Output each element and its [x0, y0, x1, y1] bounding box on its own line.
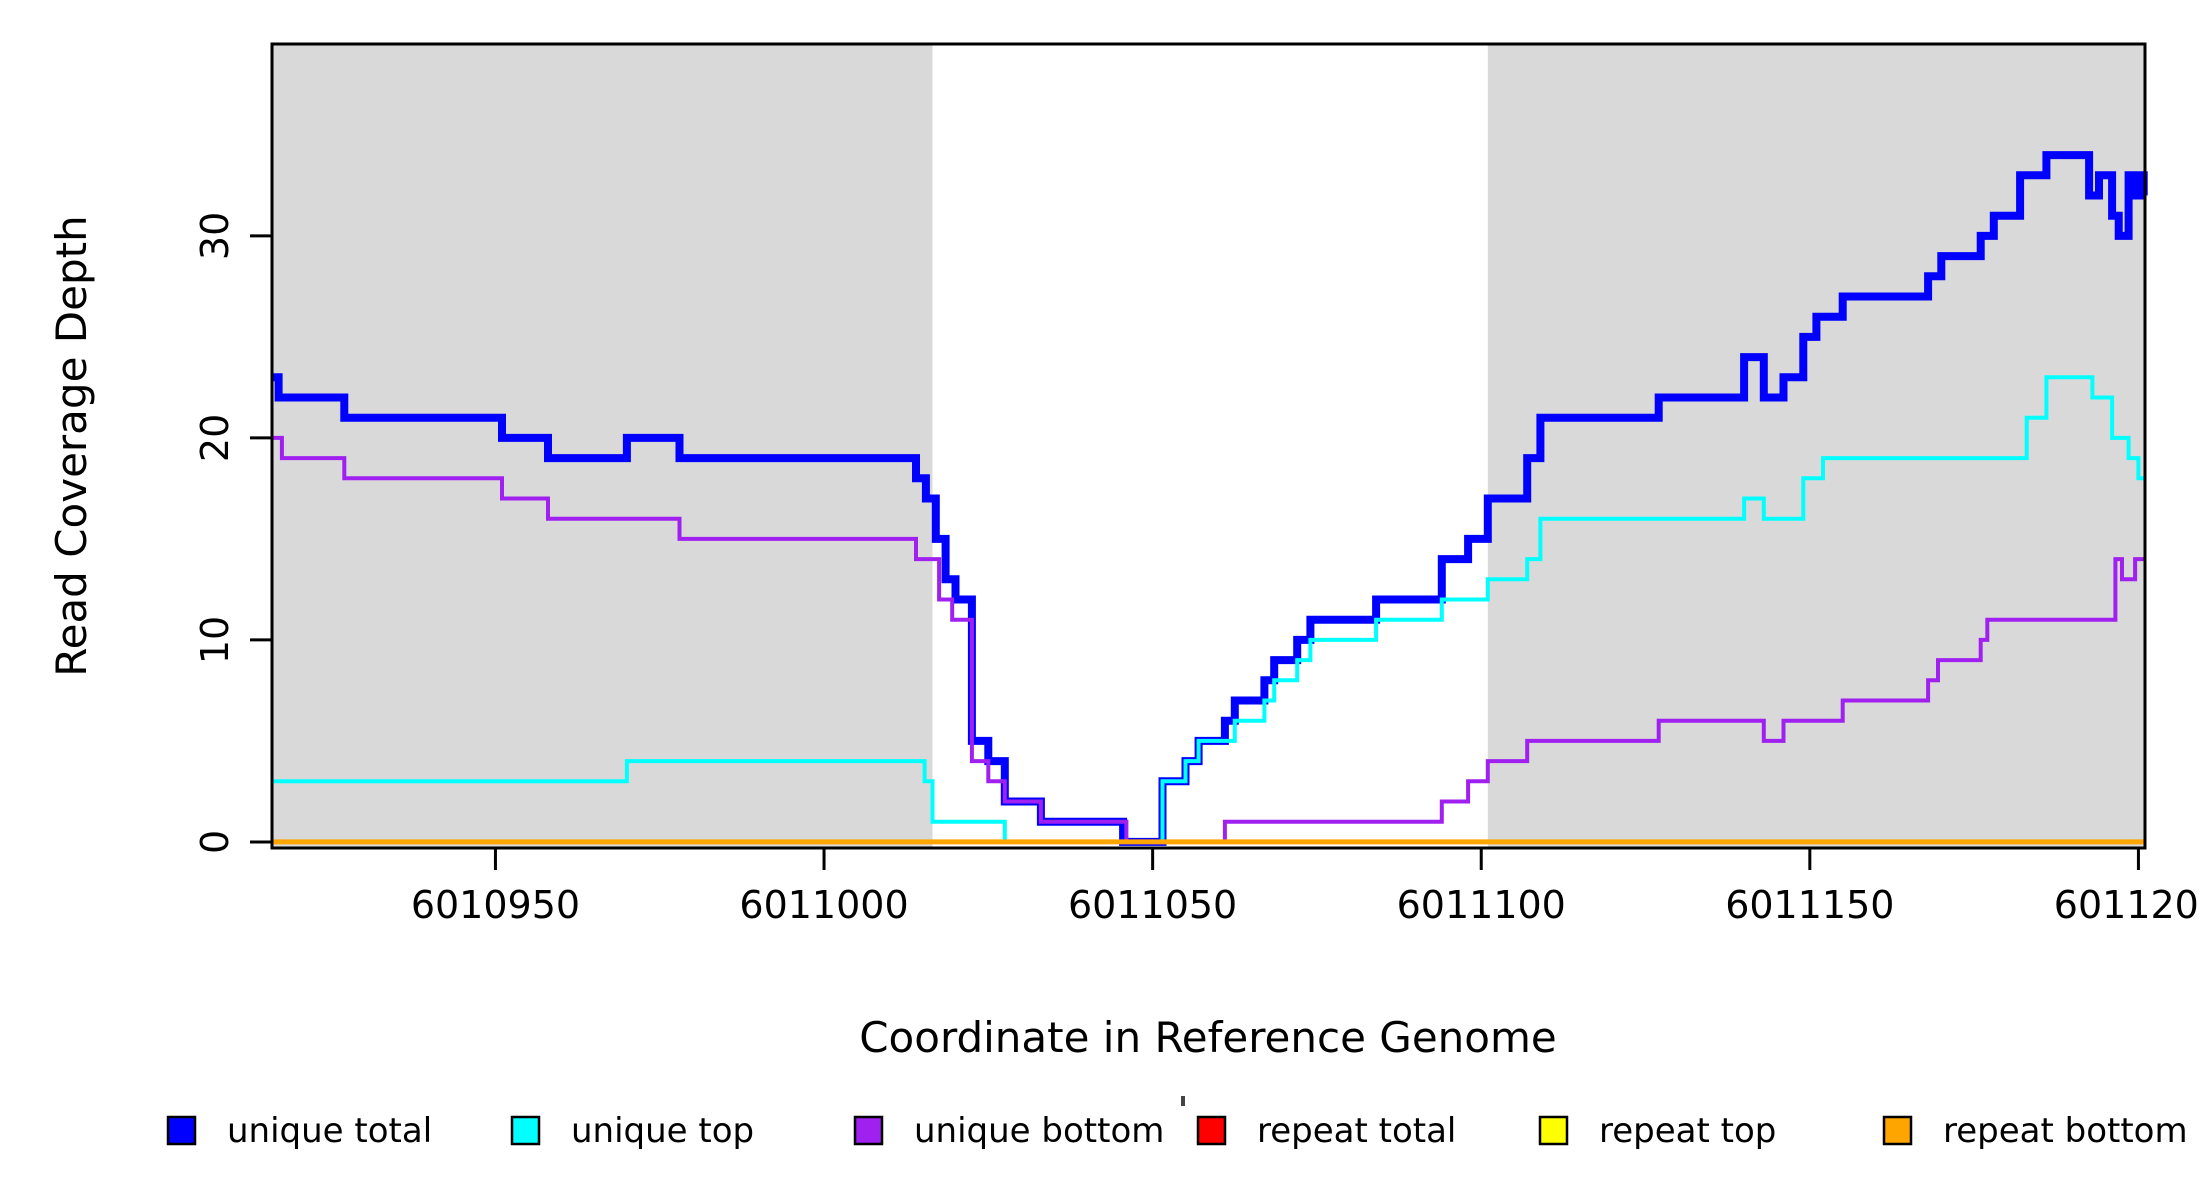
y-axis-title: Read Coverage Depth: [47, 215, 96, 676]
shaded-regions-layer: [272, 44, 2145, 848]
artifact-dot: [1181, 1096, 1185, 1106]
plot-frame: [270, 42, 2147, 850]
legend-label: repeat bottom: [1943, 1111, 2188, 1151]
legend-label: repeat top: [1599, 1111, 1776, 1151]
legend-swatch-repeat-total: [1196, 1115, 1227, 1146]
legend-label: unique top: [571, 1111, 754, 1151]
legend-label: unique total: [227, 1111, 432, 1151]
y-tick-label: 20: [193, 414, 237, 462]
legend-item-unique-top: unique top: [510, 1111, 754, 1151]
legend-swatch-unique-total: [166, 1115, 197, 1146]
x-tick-label: 6011000: [739, 883, 908, 927]
x-tick-label: 6011100: [1397, 883, 1566, 927]
axes-layer: 6010950 6011000 6011050 6011100 6011150 60112…: [193, 212, 2200, 927]
legend-swatch-unique-top: [510, 1115, 541, 1146]
legend-item-unique-bottom: unique bottom: [853, 1111, 1164, 1151]
y-tick-label: 10: [193, 616, 237, 664]
x-tick-label: 6011150: [1725, 883, 1894, 927]
x-tick-label: 6011050: [1068, 883, 1237, 927]
legend-item-repeat-top: repeat top: [1538, 1111, 1776, 1151]
series-line-unique-bottom: [272, 435, 2145, 844]
y-tick-label: 0: [193, 830, 237, 854]
x-tick-label: 6010950: [411, 883, 580, 927]
legend-item-repeat-total: repeat total: [1196, 1111, 1456, 1151]
series-line-unique-top: [272, 375, 2145, 844]
legend-item-repeat-bottom: repeat bottom: [1882, 1111, 2188, 1151]
legend-label: unique bottom: [914, 1111, 1164, 1151]
shaded-region-0: [272, 44, 933, 848]
series-line-unique-total: [272, 151, 2148, 846]
legend-item-unique-total: unique total: [166, 1111, 432, 1151]
legend-swatch-repeat-bottom: [1882, 1115, 1913, 1146]
legend-swatch-repeat-top: [1538, 1115, 1569, 1146]
series-lines-layer: [272, 151, 2148, 846]
legend-label: repeat total: [1257, 1111, 1456, 1151]
legend-swatch-unique-bottom: [853, 1115, 884, 1146]
legend: unique total unique top unique bottom repea…: [166, 1111, 2188, 1151]
x-axis-title: Coordinate in Reference Genome: [859, 1013, 1557, 1062]
y-tick-label: 30: [193, 212, 237, 260]
